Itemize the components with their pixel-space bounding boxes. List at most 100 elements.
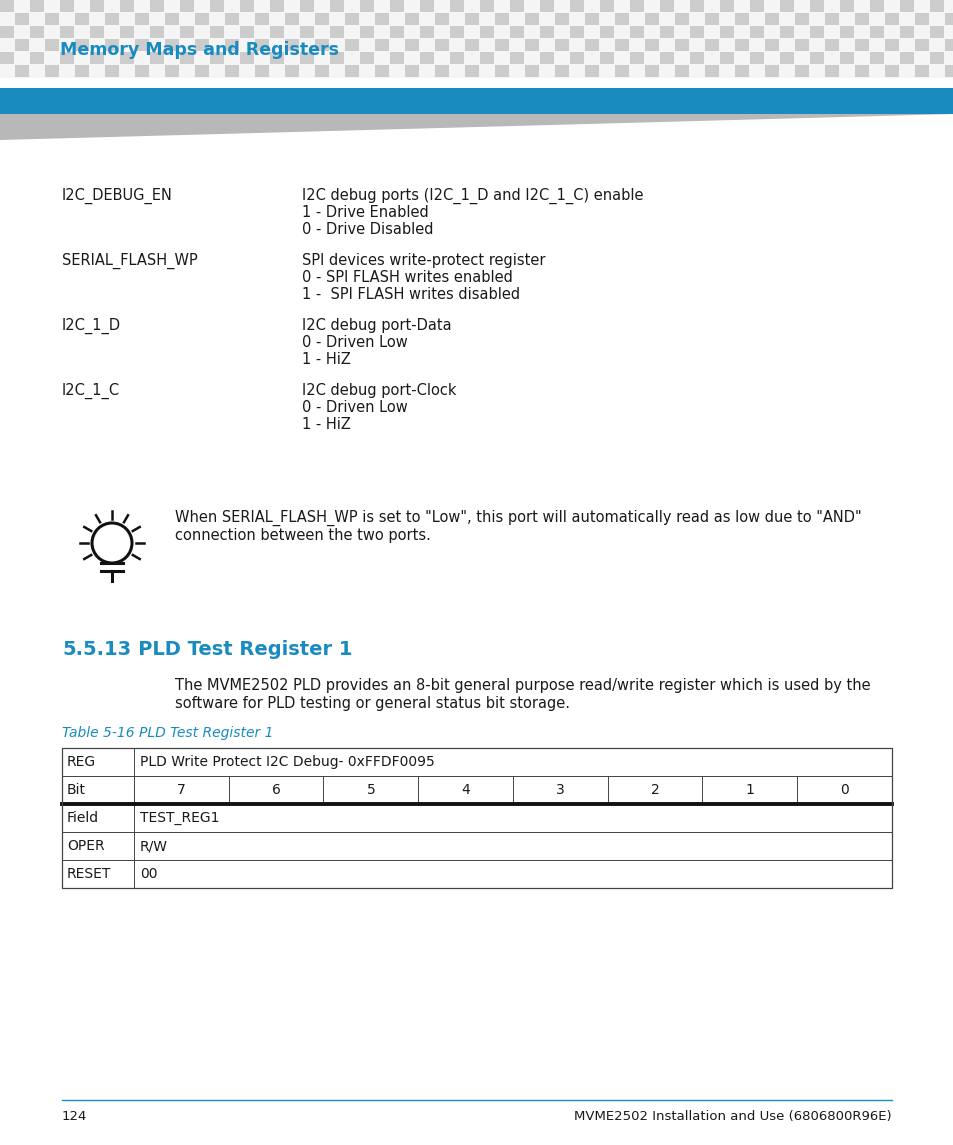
Bar (479, 52, 494, 64)
Bar (90, 52, 104, 64)
Bar (390, 0, 403, 11)
Bar (854, 39, 868, 52)
Bar (330, 0, 344, 11)
Text: 1 - HiZ: 1 - HiZ (302, 417, 351, 432)
Bar (809, 52, 823, 64)
Bar (62, 804, 891, 832)
Bar (135, 13, 149, 25)
Bar (105, 13, 119, 25)
Bar (539, 0, 554, 11)
Text: I2C debug port-Data: I2C debug port-Data (302, 318, 451, 333)
Bar (929, 26, 943, 38)
Bar (704, 13, 719, 25)
Text: REG: REG (67, 755, 96, 769)
Bar (15, 65, 29, 77)
Bar (405, 39, 418, 52)
Bar (150, 52, 164, 64)
Bar (419, 0, 434, 11)
Text: TEST_REG1: TEST_REG1 (140, 811, 219, 826)
Bar (944, 13, 953, 25)
Bar (675, 13, 688, 25)
Bar (345, 39, 358, 52)
Bar (884, 13, 898, 25)
Text: 5.5.13: 5.5.13 (62, 640, 131, 660)
Bar (45, 39, 59, 52)
Bar (75, 65, 89, 77)
Text: 0 - SPI FLASH writes enabled: 0 - SPI FLASH writes enabled (302, 270, 513, 285)
Bar (299, 26, 314, 38)
Bar (359, 26, 374, 38)
Bar (165, 65, 179, 77)
Text: OPER: OPER (67, 839, 105, 853)
Bar (840, 26, 853, 38)
Text: 7: 7 (177, 783, 186, 797)
Bar (240, 0, 253, 11)
Bar (584, 39, 598, 52)
Bar (510, 26, 523, 38)
Bar (524, 65, 538, 77)
Bar (749, 0, 763, 11)
Bar (375, 13, 389, 25)
Text: R/W: R/W (140, 839, 168, 853)
Bar (495, 39, 509, 52)
Bar (464, 65, 478, 77)
Bar (495, 65, 509, 77)
Bar (60, 52, 74, 64)
Text: I2C debug port-Clock: I2C debug port-Clock (302, 382, 456, 398)
Text: 0 - Driven Low: 0 - Driven Low (302, 400, 407, 414)
Bar (644, 13, 659, 25)
Bar (464, 13, 478, 25)
Text: Table 5-16 PLD Test Register 1: Table 5-16 PLD Test Register 1 (62, 726, 274, 740)
Bar (240, 26, 253, 38)
Bar (524, 13, 538, 25)
Bar (479, 0, 494, 11)
Bar (375, 65, 389, 77)
Text: software for PLD testing or general status bit storage.: software for PLD testing or general stat… (174, 696, 569, 711)
Bar (45, 13, 59, 25)
Bar (914, 13, 928, 25)
Bar (15, 39, 29, 52)
Bar (0, 0, 14, 11)
Bar (30, 0, 44, 11)
Bar (150, 26, 164, 38)
Bar (0, 0, 953, 78)
Bar (944, 39, 953, 52)
Bar (120, 0, 133, 11)
Bar (659, 0, 673, 11)
Bar (60, 26, 74, 38)
Bar (62, 832, 891, 860)
Bar (225, 39, 239, 52)
Bar (345, 65, 358, 77)
Bar (194, 39, 209, 52)
Bar (405, 65, 418, 77)
Text: 3: 3 (556, 783, 564, 797)
Bar (254, 39, 269, 52)
Bar (689, 52, 703, 64)
Bar (780, 0, 793, 11)
Text: 5: 5 (366, 783, 375, 797)
Bar (180, 0, 193, 11)
Text: 6: 6 (272, 783, 280, 797)
Bar (419, 26, 434, 38)
Bar (285, 65, 298, 77)
Bar (629, 26, 643, 38)
Bar (780, 26, 793, 38)
Bar (479, 26, 494, 38)
Bar (135, 39, 149, 52)
Text: 1 - Drive Enabled: 1 - Drive Enabled (302, 205, 428, 220)
Bar (0, 52, 14, 64)
Bar (359, 52, 374, 64)
Bar (944, 65, 953, 77)
Text: SERIAL_FLASH_WP: SERIAL_FLASH_WP (62, 253, 197, 269)
Bar (854, 13, 868, 25)
Bar (584, 13, 598, 25)
Bar (734, 39, 748, 52)
Text: 0: 0 (840, 783, 848, 797)
Bar (510, 0, 523, 11)
Bar (720, 52, 733, 64)
Bar (615, 39, 628, 52)
Bar (120, 26, 133, 38)
Bar (450, 0, 463, 11)
Bar (270, 26, 284, 38)
Bar (62, 776, 891, 804)
